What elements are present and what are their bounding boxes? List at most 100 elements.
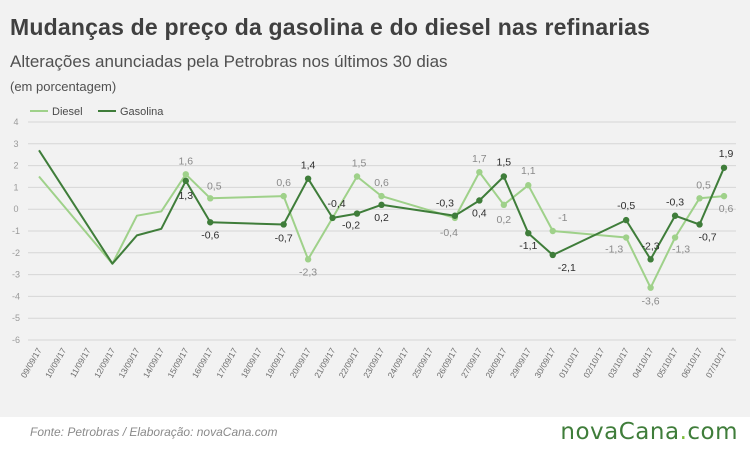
data-point-diesel xyxy=(549,227,556,235)
source-note: Fonte: Petrobras / Elaboração: novaCana.… xyxy=(30,425,278,439)
data-point-gasolina xyxy=(304,175,312,182)
legend-label-diesel: Diesel xyxy=(52,106,83,118)
data-point-gasolina xyxy=(525,229,532,237)
data-point-gasolina xyxy=(696,221,703,228)
x-tick-label: 26/09/17 xyxy=(434,346,459,380)
data-point-gasolina xyxy=(500,173,508,180)
data-label-diesel: -2,3 xyxy=(299,266,317,278)
data-point-diesel xyxy=(647,284,654,291)
data-label-diesel: -3,6 xyxy=(642,296,660,308)
data-label-diesel: 0,6 xyxy=(276,177,291,189)
data-label-gasolina: -0,3 xyxy=(436,198,454,210)
brand-main: novaCana xyxy=(560,419,680,445)
y-tick-label: 1 xyxy=(13,182,18,192)
x-tick-label: 27/09/17 xyxy=(459,346,484,380)
data-point-gasolina xyxy=(476,197,483,204)
data-point-gasolina xyxy=(720,164,728,171)
series-line-diesel xyxy=(38,171,725,289)
x-tick-label: 28/09/17 xyxy=(483,346,508,380)
data-point-gasolina xyxy=(451,212,459,219)
data-label-gasolina: -1,1 xyxy=(519,240,537,252)
y-tick-label: -2 xyxy=(12,248,20,258)
y-tick-label: -1 xyxy=(12,226,20,236)
data-label-gasolina: -0,5 xyxy=(617,200,635,212)
data-label-diesel: 0,6 xyxy=(374,177,389,189)
data-point-diesel xyxy=(207,195,214,202)
brand-dot: . xyxy=(679,419,688,445)
data-label-gasolina: -0,6 xyxy=(201,229,219,241)
x-tick-label: 02/10/17 xyxy=(581,346,606,380)
data-point-diesel xyxy=(696,195,703,202)
x-tick-label: 07/10/17 xyxy=(704,346,729,380)
data-label-diesel: -0,4 xyxy=(440,227,458,239)
data-label-diesel: 0,5 xyxy=(207,180,222,192)
data-label-diesel: -1,3 xyxy=(672,244,690,256)
page-title: Mudanças de preço da gasolina e do diese… xyxy=(10,14,651,40)
x-tick-label: 09/09/17 xyxy=(19,346,44,380)
y-tick-label: -4 xyxy=(12,291,20,301)
x-tick-label: 16/09/17 xyxy=(190,346,215,380)
data-label-gasolina: 1,3 xyxy=(178,190,193,202)
x-tick-label: 11/09/17 xyxy=(68,346,93,379)
y-tick-label: 0 xyxy=(13,204,18,214)
data-point-diesel xyxy=(525,182,532,189)
x-tick-label: 30/09/17 xyxy=(532,346,557,380)
data-point-gasolina xyxy=(647,256,654,263)
data-label-gasolina: -0,4 xyxy=(328,198,346,210)
x-tick-label: 14/09/17 xyxy=(141,346,166,380)
x-tick-label: 18/09/17 xyxy=(239,346,264,380)
x-tick-label: 12/09/17 xyxy=(92,346,117,380)
data-label-gasolina: -2,1 xyxy=(558,262,576,274)
data-label-gasolina: 1,9 xyxy=(719,148,734,160)
data-point-gasolina xyxy=(622,216,630,224)
brand-tld: com xyxy=(687,419,738,445)
x-tick-label: 05/10/17 xyxy=(655,346,680,380)
x-tick-label: 19/09/17 xyxy=(263,346,288,380)
data-point-diesel xyxy=(378,192,385,200)
x-tick-label: 29/09/17 xyxy=(508,346,533,380)
data-point-diesel xyxy=(622,234,630,241)
page-subtitle: Alterações anunciadas pela Petrobras nos… xyxy=(10,52,448,71)
x-tick-label: 25/09/17 xyxy=(410,346,435,380)
unit-label: (em porcentagem) xyxy=(10,79,117,94)
data-label-gasolina: -0,7 xyxy=(698,231,716,243)
data-label-gasolina: 1,4 xyxy=(301,160,316,172)
data-point-gasolina xyxy=(182,177,189,185)
data-label-gasolina: -0,3 xyxy=(666,197,684,209)
y-tick-label: 2 xyxy=(13,161,18,171)
data-label-diesel: 0,6 xyxy=(719,203,734,215)
data-point-diesel xyxy=(671,234,679,241)
x-tick-label: 20/09/17 xyxy=(288,346,313,380)
y-tick-label: -6 xyxy=(12,335,20,345)
data-label-gasolina: 0,2 xyxy=(374,212,389,224)
data-point-gasolina xyxy=(353,210,361,217)
data-label-diesel: -1 xyxy=(558,212,567,224)
data-point-gasolina xyxy=(207,219,214,226)
data-point-diesel xyxy=(500,201,508,209)
x-tick-label: 17/09/17 xyxy=(214,346,239,380)
x-tick-label: 06/10/17 xyxy=(679,346,704,380)
x-tick-label: 23/09/17 xyxy=(361,346,386,380)
brand-logo: novaCana.com xyxy=(560,419,738,445)
y-tick-label: 4 xyxy=(13,117,18,127)
y-tick-label: -5 xyxy=(12,313,20,323)
data-point-diesel xyxy=(476,168,483,176)
data-label-diesel: 1,1 xyxy=(521,165,536,177)
data-point-diesel xyxy=(720,192,728,200)
x-tick-label: 15/09/17 xyxy=(165,346,190,380)
data-label-diesel: 1,7 xyxy=(472,153,487,165)
data-label-gasolina: 0,4 xyxy=(472,207,487,219)
x-tick-label: 04/10/17 xyxy=(630,346,655,380)
data-point-diesel xyxy=(304,256,312,263)
y-tick-label: 3 xyxy=(13,139,18,149)
line-chart: 4 3 2 1 0 -1 -2 -3 -4 -5 -609/09/17 10/09/17 11/09/1… xyxy=(12,106,736,380)
data-label-diesel: 1,6 xyxy=(178,155,193,167)
data-label-diesel: 0,2 xyxy=(497,214,512,226)
data-label-diesel: -1,3 xyxy=(605,244,623,256)
data-point-diesel xyxy=(280,192,287,200)
data-point-gasolina xyxy=(329,214,336,222)
x-tick-label: 22/09/17 xyxy=(337,346,362,380)
x-tick-label: 01/10/17 xyxy=(557,346,582,380)
data-point-gasolina xyxy=(671,212,679,219)
x-tick-label: 13/09/17 xyxy=(116,346,141,380)
